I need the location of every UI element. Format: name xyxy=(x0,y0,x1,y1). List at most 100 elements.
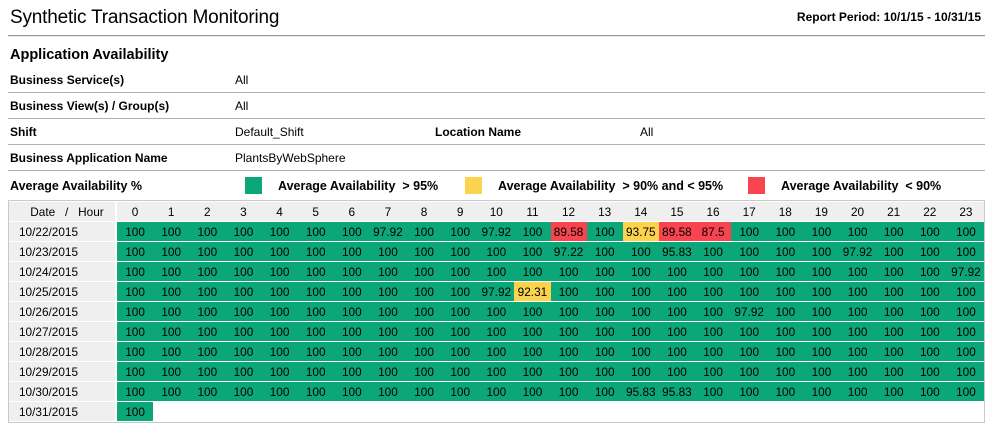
availability-cell xyxy=(803,402,839,421)
availability-cell: 100 xyxy=(911,282,948,301)
table-row: 10/26/2015 100 100 100 100 100 100 100 100 100 100… xyxy=(9,302,984,321)
availability-cell: 100 xyxy=(189,282,226,301)
date-cell: 10/27/2015 xyxy=(9,322,117,341)
availability-cell xyxy=(587,402,623,421)
availability-cell: 100 xyxy=(442,222,479,241)
business-service-label: Business Service(s) xyxy=(10,72,125,87)
availability-cell: 100 xyxy=(406,322,443,341)
availability-cell xyxy=(731,402,767,421)
table-row: 10/28/2015 100 100 100 100 100 100 100 100 100 100… xyxy=(9,342,984,361)
availability-cell: 97.92 xyxy=(839,242,876,261)
availability-cell: 100 xyxy=(478,342,515,361)
availability-cell: 100 xyxy=(911,342,948,361)
availability-cell: 100 xyxy=(478,362,515,381)
availability-cell xyxy=(623,402,659,421)
availability-cell: 100 xyxy=(442,322,479,341)
availability-cell: 100 xyxy=(695,382,732,401)
availability-cell: 100 xyxy=(406,282,443,301)
availability-cell: 100 xyxy=(839,222,876,241)
availability-cell: 100 xyxy=(261,342,298,361)
availability-cell: 100 xyxy=(875,322,912,341)
legend-item-red: Average Availability < 90% xyxy=(748,177,941,194)
hour-header: 3 xyxy=(225,202,262,221)
availability-cell: 100 xyxy=(803,302,840,321)
availability-cell: 100 xyxy=(117,362,154,381)
filter-row-business-app: Business Application Name PlantsByWebSph… xyxy=(8,145,985,171)
business-app-value: PlantsByWebSphere xyxy=(235,150,346,165)
table-row: 10/27/2015 100 100 100 100 100 100 100 100 100 100… xyxy=(9,322,984,341)
availability-cell: 100 xyxy=(153,382,190,401)
hour-header: 14 xyxy=(622,202,659,221)
availability-cell: 100 xyxy=(622,302,659,321)
section-title: Application Availability xyxy=(10,47,169,63)
availability-cell: 100 xyxy=(261,382,298,401)
availability-cell: 100 xyxy=(622,282,659,301)
date-cell: 10/24/2015 xyxy=(9,262,117,281)
business-view-label: Business View(s) / Group(s) xyxy=(10,98,170,113)
availability-cell: 100 xyxy=(875,262,912,281)
availability-cell: 100 xyxy=(333,222,370,241)
availability-cell: 100 xyxy=(189,382,226,401)
hour-header: 11 xyxy=(514,202,551,221)
availability-cell: 100 xyxy=(297,322,334,341)
availability-cell: 100 xyxy=(731,322,768,341)
availability-cell: 100 xyxy=(839,262,876,281)
availability-cell: 100 xyxy=(803,222,840,241)
availability-cell xyxy=(370,402,406,421)
availability-cell: 100 xyxy=(514,362,551,381)
availability-cell: 100 xyxy=(406,222,443,241)
availability-cell: 100 xyxy=(333,282,370,301)
availability-cell: 100 xyxy=(586,362,623,381)
hour-header: 7 xyxy=(369,202,406,221)
hour-header: 22 xyxy=(911,202,948,221)
availability-cell xyxy=(189,402,225,421)
availability-cell: 100 xyxy=(514,302,551,321)
availability-cell: 100 xyxy=(369,282,406,301)
availability-cell: 97.92 xyxy=(478,282,515,301)
availability-cell: 100 xyxy=(947,322,984,341)
heatmap-body: 10/22/2015 100 100 100 100 100 100 100 97.92 100 1… xyxy=(9,222,984,421)
availability-cell: 100 xyxy=(478,302,515,321)
availability-cell: 100 xyxy=(586,382,623,401)
availability-cell: 100 xyxy=(550,362,587,381)
hour-header: 10 xyxy=(478,202,515,221)
availability-cell: 100 xyxy=(767,362,804,381)
availability-cell: 100 xyxy=(947,282,984,301)
availability-cell: 100 xyxy=(658,342,695,361)
availability-cell: 100 xyxy=(406,342,443,361)
availability-cell: 100 xyxy=(478,262,515,281)
availability-cell: 100 xyxy=(117,222,154,241)
availability-cell: 100 xyxy=(911,222,948,241)
availability-cell: 100 xyxy=(153,362,190,381)
availability-cell: 100 xyxy=(261,362,298,381)
hour-header: 12 xyxy=(550,202,587,221)
availability-cell: 100 xyxy=(803,322,840,341)
availability-cell: 100 xyxy=(731,362,768,381)
availability-cell: 100 xyxy=(297,302,334,321)
availability-cell xyxy=(406,402,442,421)
legend-item-green: Average Availability > 95% xyxy=(245,177,465,194)
availability-cell: 100 xyxy=(839,362,876,381)
business-app-label: Business Application Name xyxy=(10,150,168,165)
availability-cell: 100 xyxy=(153,342,190,361)
availability-cell: 100 xyxy=(622,242,659,261)
business-service-value: All xyxy=(235,72,249,87)
availability-cell: 100 xyxy=(803,242,840,261)
availability-cell: 100 xyxy=(911,322,948,341)
availability-cell: 100 xyxy=(153,322,190,341)
location-name-label: Location Name xyxy=(435,124,522,139)
availability-cell: 100 xyxy=(297,222,334,241)
heatmap-header-row: Date / Hour 0 1 2 3 4 5 6 7 8 9 10 11 12 13 14 15 16 17 18… xyxy=(9,202,984,221)
availability-cell xyxy=(298,402,334,421)
availability-cell: 100 xyxy=(333,302,370,321)
availability-cell xyxy=(840,402,876,421)
date-cell: 10/23/2015 xyxy=(9,242,117,261)
availability-cell: 100 xyxy=(658,322,695,341)
availability-cell: 100 xyxy=(406,262,443,281)
availability-cell: 100 xyxy=(731,222,768,241)
hour-header: 1 xyxy=(153,202,190,221)
availability-cell: 100 xyxy=(803,382,840,401)
availability-cell: 100 xyxy=(297,282,334,301)
hour-header: 18 xyxy=(767,202,804,221)
